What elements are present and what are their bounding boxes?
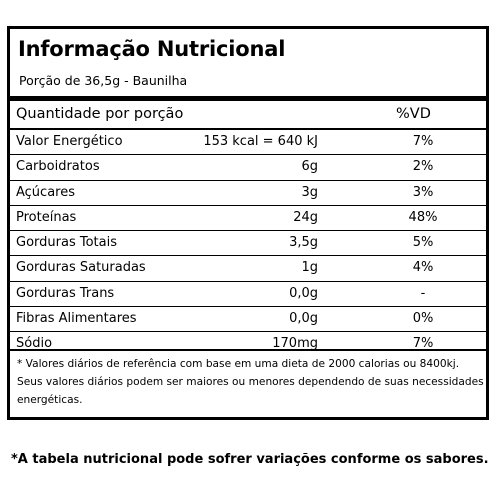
table-row: Carboidratos 6g 2% — [10, 155, 486, 181]
table-row: Valor Energético 153 kcal = 640 kJ 7% — [10, 130, 486, 156]
nutrient-amount: 24g — [293, 209, 318, 225]
nutrient-vd: - — [420, 285, 426, 301]
nutrient-rows: Valor Energético 153 kcal = 640 kJ 7% Ca… — [10, 130, 486, 357]
nutrient-amount: 153 kcal = 640 kJ — [203, 134, 318, 149]
nutrient-amount: 170mg — [272, 336, 318, 352]
vd-header: %VD — [396, 106, 431, 122]
nutrient-amount: 0,0g — [289, 285, 318, 301]
nutrient-name: Açúcares — [16, 184, 75, 200]
divider — [10, 128, 486, 130]
nutrient-name: Fibras Alimentares — [16, 311, 137, 327]
table-row: Proteínas 24g 48% — [10, 206, 486, 232]
nutrient-vd: 7% — [412, 134, 434, 149]
nutrient-vd: 4% — [412, 260, 434, 276]
column-header-row: Quantidade por porção %VD — [10, 101, 486, 129]
portion-size: Porção de 36,5g - Baunilha — [19, 73, 188, 88]
nutrient-amount: 0,0g — [289, 311, 318, 327]
nutrient-vd: 2% — [412, 159, 434, 175]
nutrient-amount: 3g — [301, 184, 318, 200]
nutrient-amount: 1g — [301, 260, 318, 276]
nutrient-amount: 6g — [301, 159, 318, 175]
table-row: Gorduras Trans 0,0g - — [10, 282, 486, 308]
nutrient-name: Sódio — [16, 336, 53, 352]
nutrient-amount: 3,5g — [289, 235, 318, 251]
nutrient-name: Valor Energético — [16, 134, 123, 149]
nutrition-facts-table: Informação Nutricional Porção de 36,5g -… — [7, 26, 489, 420]
nutrient-name: Carboidratos — [16, 159, 100, 175]
quantity-header: Quantidade por porção — [16, 106, 184, 122]
nutrient-vd: 48% — [408, 209, 438, 225]
table-row: Gorduras Totais 3,5g 5% — [10, 231, 486, 257]
table-title: Informação Nutricional — [18, 37, 286, 61]
nutrient-vd: 3% — [412, 184, 434, 200]
table-row: Fibras Alimentares 0,0g 0% — [10, 307, 486, 333]
divider — [10, 349, 486, 351]
table-row: Sódio 170mg 7% — [10, 332, 486, 356]
nutrient-name: Gorduras Totais — [16, 235, 117, 251]
table-row: Gorduras Saturadas 1g 4% — [10, 256, 486, 282]
disclaimer-text: *A tabela nutricional pode sofrer variaç… — [11, 452, 489, 467]
table-row: Açúcares 3g 3% — [10, 181, 486, 206]
footnote: * Valores diários de referência com base… — [17, 358, 484, 406]
nutrient-name: Gorduras Trans — [16, 285, 115, 301]
nutrient-vd: 7% — [412, 336, 434, 352]
divider — [10, 96, 486, 101]
nutrient-name: Proteínas — [16, 209, 77, 225]
nutrient-vd: 0% — [412, 311, 434, 327]
nutrient-name: Gorduras Saturadas — [16, 260, 146, 276]
nutrient-vd: 5% — [412, 235, 434, 251]
